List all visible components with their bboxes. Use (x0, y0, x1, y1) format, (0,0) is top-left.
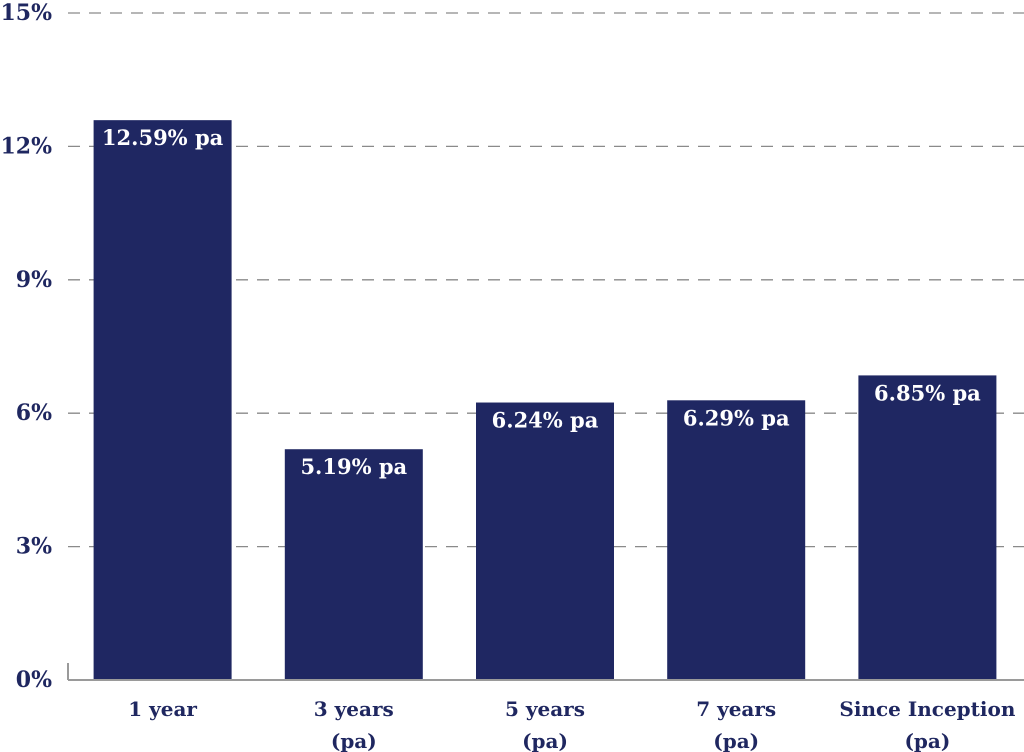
bar-value-label: 5.19% pa (300, 454, 407, 479)
x-category-label: 5 years (pa) (505, 697, 585, 752)
bar (667, 400, 806, 680)
bar (93, 120, 232, 680)
x-category-label: 1 year (128, 697, 197, 721)
x-axis-category-labels: 1 year 3 years (pa) 5 years (pa) 7 years (pa) S… (128, 697, 1016, 752)
y-tick-label: 0% (16, 667, 52, 693)
bar-value-label: 6.85% pa (874, 380, 981, 405)
bar-value-label: 6.29% pa (683, 405, 790, 430)
y-tick-label: 3% (16, 534, 52, 560)
x-category-label: Since Inception (pa) (839, 697, 1015, 752)
y-tick-label: 9% (16, 267, 52, 293)
y-tick-label: 15% (0, 0, 52, 26)
y-tick-label: 12% (0, 133, 52, 159)
x-category-label: 3 years (pa) (314, 697, 394, 752)
y-tick-label: 6% (16, 400, 52, 426)
bar (476, 402, 614, 680)
x-category-label: 7 years (pa) (696, 697, 776, 752)
bar (284, 449, 423, 680)
bar-value-label: 6.24% pa (492, 408, 599, 433)
bar (858, 375, 997, 680)
data-labels: 12.59% pa 5.19% pa 6.24% pa 6.29% pa 6.85% p… (102, 125, 981, 479)
bar-value-label: 12.59% pa (102, 125, 224, 150)
bars (93, 120, 997, 680)
y-axis-tick-labels: 0% 3% 6% 9% 12% 15% (0, 0, 52, 693)
